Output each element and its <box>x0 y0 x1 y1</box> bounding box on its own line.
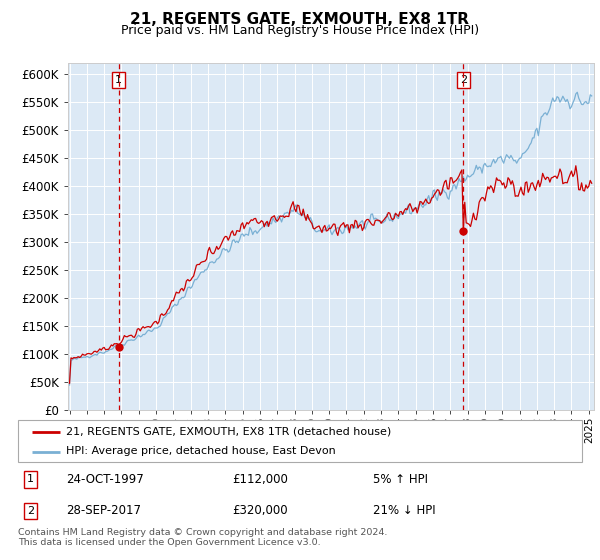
Text: Price paid vs. HM Land Registry's House Price Index (HPI): Price paid vs. HM Land Registry's House … <box>121 24 479 37</box>
Text: 1: 1 <box>115 75 122 85</box>
Text: This data is licensed under the Open Government Licence v3.0.: This data is licensed under the Open Gov… <box>18 538 320 547</box>
Text: HPI: Average price, detached house, East Devon: HPI: Average price, detached house, East… <box>66 446 335 456</box>
FancyBboxPatch shape <box>18 420 582 462</box>
Text: £112,000: £112,000 <box>232 473 288 486</box>
Text: £320,000: £320,000 <box>232 504 288 517</box>
Text: 24-OCT-1997: 24-OCT-1997 <box>66 473 143 486</box>
Text: 21, REGENTS GATE, EXMOUTH, EX8 1TR: 21, REGENTS GATE, EXMOUTH, EX8 1TR <box>131 12 470 27</box>
Text: 2: 2 <box>460 75 467 85</box>
Text: 21, REGENTS GATE, EXMOUTH, EX8 1TR (detached house): 21, REGENTS GATE, EXMOUTH, EX8 1TR (deta… <box>66 427 391 437</box>
Text: 5% ↑ HPI: 5% ↑ HPI <box>373 473 428 486</box>
Text: 1: 1 <box>27 474 34 484</box>
Text: 28-SEP-2017: 28-SEP-2017 <box>66 504 141 517</box>
Text: 2: 2 <box>27 506 34 516</box>
Text: Contains HM Land Registry data © Crown copyright and database right 2024.: Contains HM Land Registry data © Crown c… <box>18 528 388 536</box>
Text: 21% ↓ HPI: 21% ↓ HPI <box>373 504 436 517</box>
